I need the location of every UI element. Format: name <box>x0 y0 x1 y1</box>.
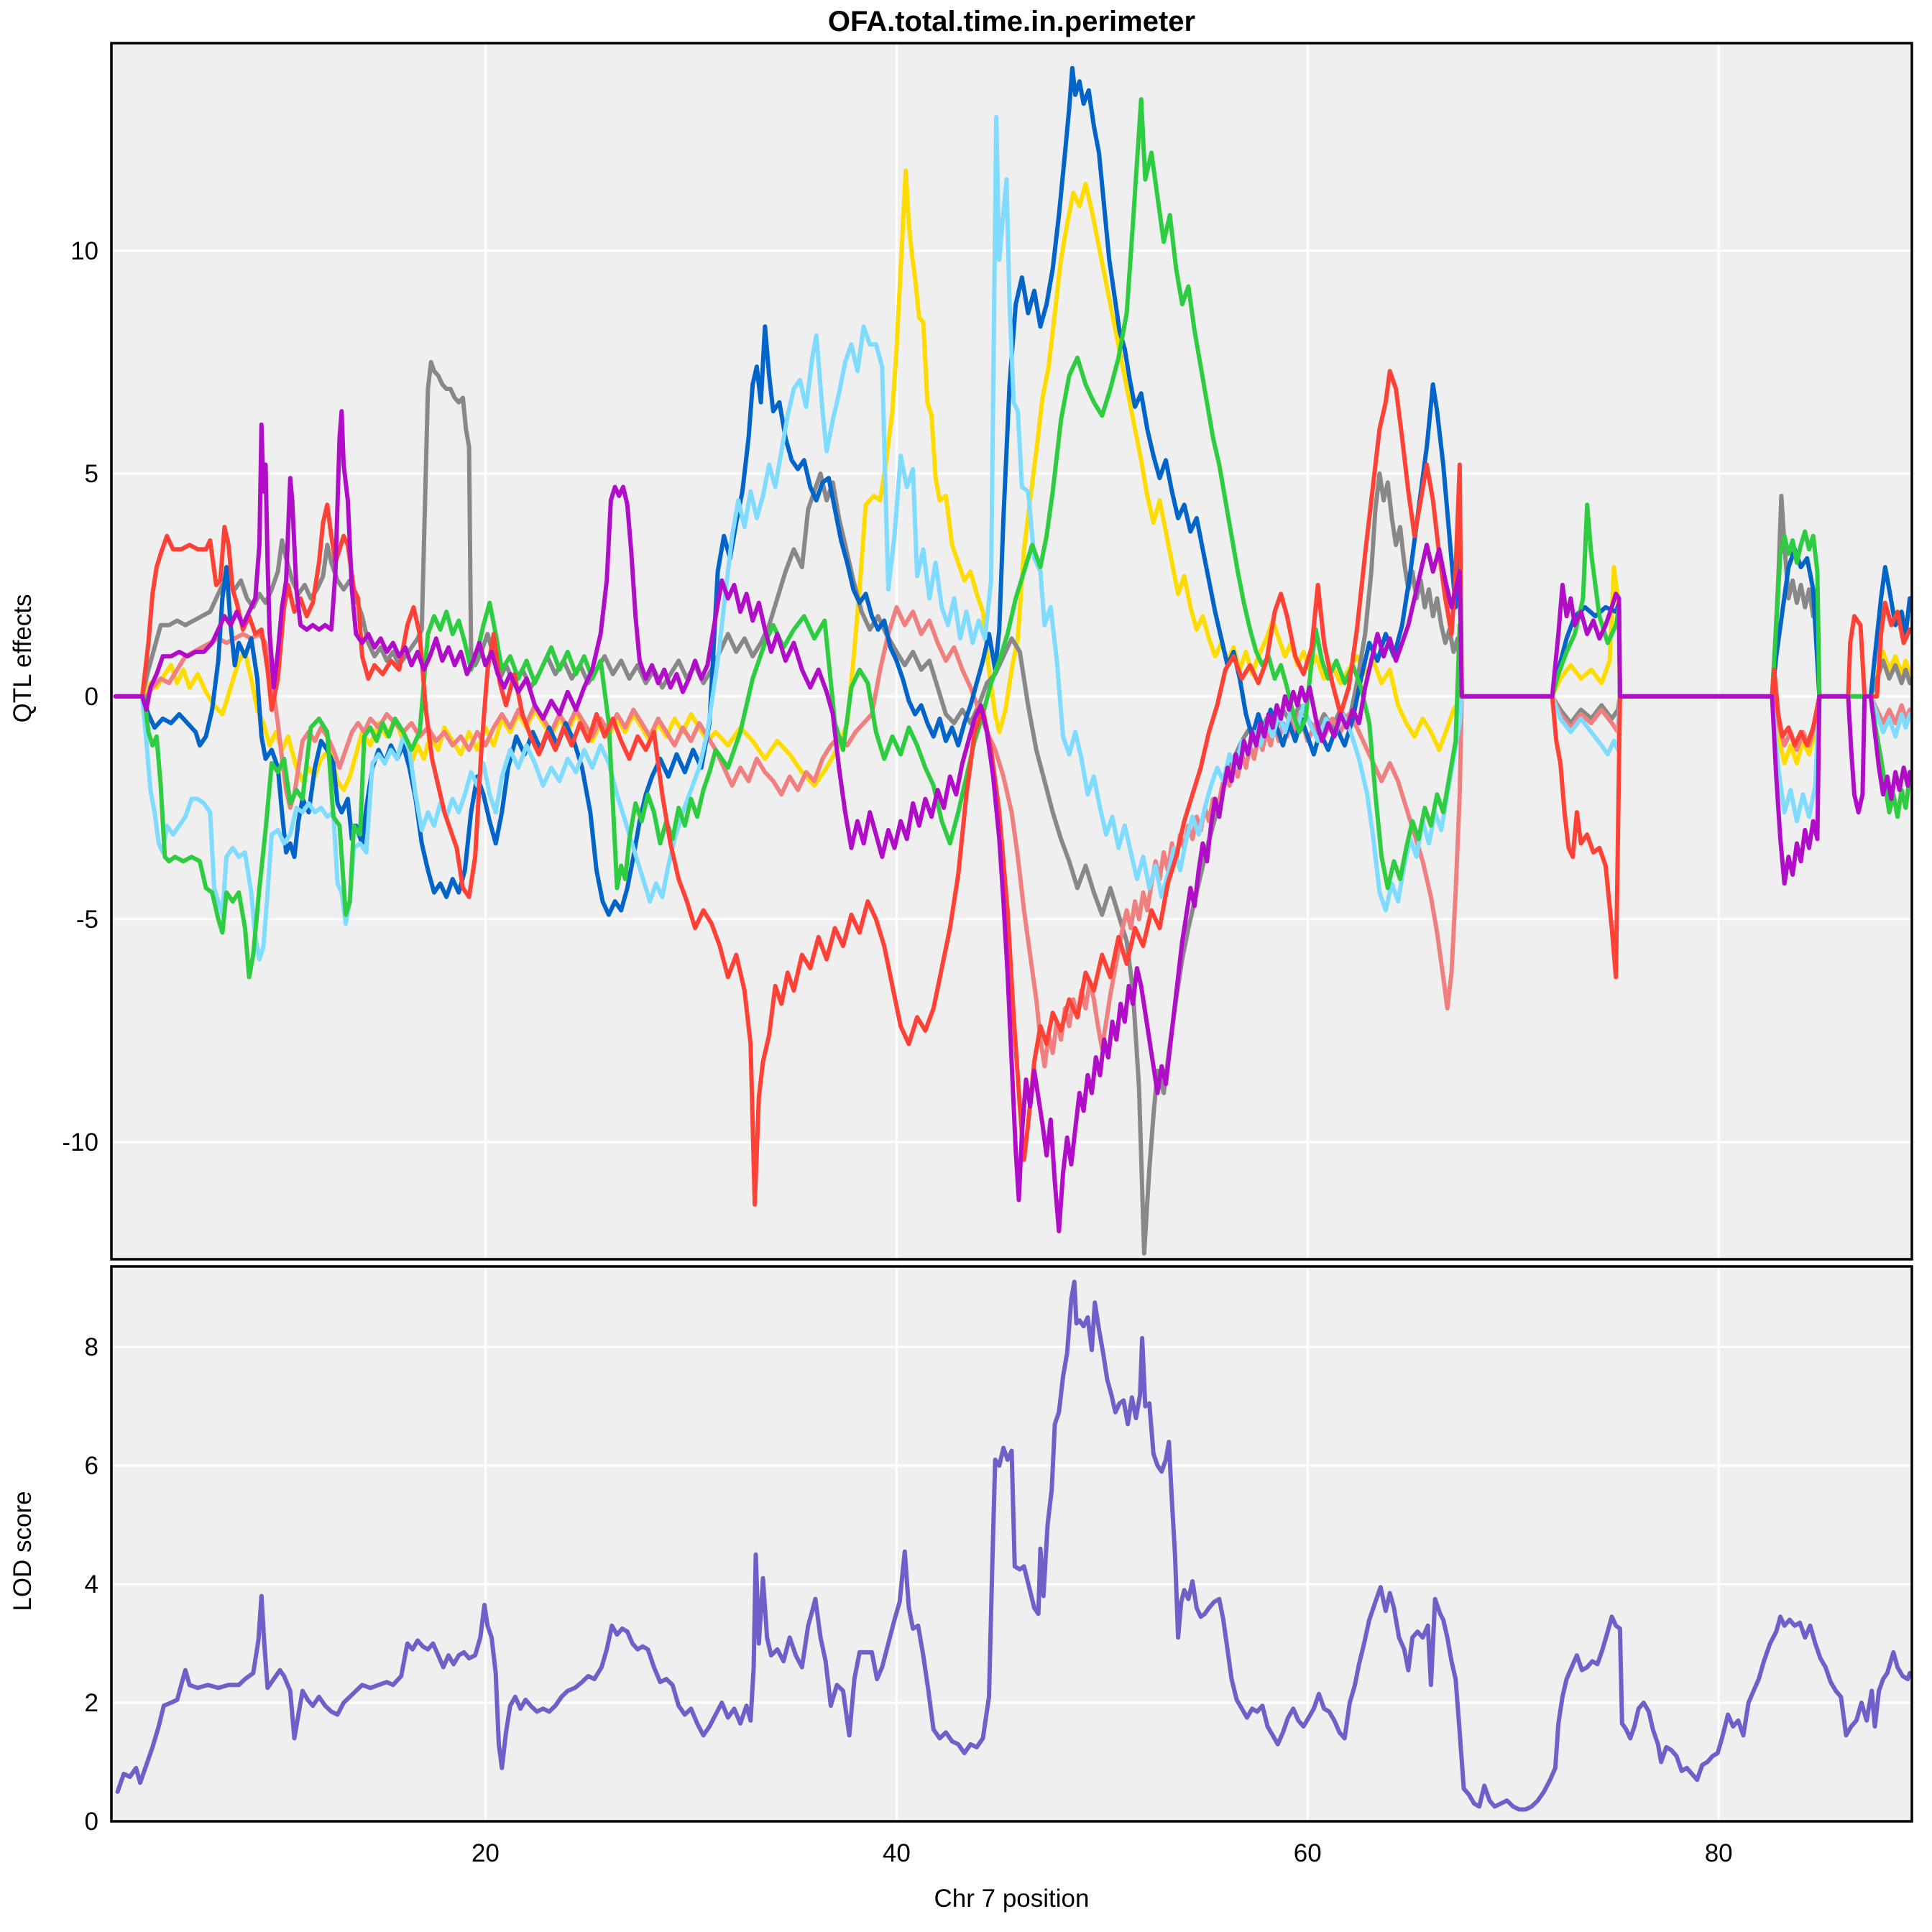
series-line-blue <box>113 65 1912 917</box>
x-tick-labels: 20 40 60 80 <box>472 1839 1733 1867</box>
y-tick-label: -5 <box>76 906 98 934</box>
y-tick-label: 0 <box>85 1808 98 1836</box>
series-lines <box>113 65 1912 1256</box>
series-line-lod <box>115 1279 1912 1812</box>
series-line-red <box>113 369 1912 1207</box>
y-axis-label-lod-score: LOD score <box>9 1491 37 1611</box>
y-tick-label: 2 <box>85 1689 98 1717</box>
y-tick-labels: -10 -5 0 5 10 <box>62 237 98 1156</box>
panel-border <box>110 1265 1913 1823</box>
series-line-purple <box>113 409 1912 1233</box>
panel-border <box>110 42 1913 1261</box>
x-tick-label: 60 <box>1294 1839 1322 1867</box>
y-tick-label: -10 <box>62 1128 98 1156</box>
x-tick-label: 20 <box>472 1839 500 1867</box>
series-line-gray <box>113 359 1912 1256</box>
y-axis-label-qtl-effects: QTL effects <box>9 594 37 723</box>
y-tick-label: 4 <box>85 1570 98 1598</box>
gridlines <box>111 43 1912 1259</box>
y-tick-label: 5 <box>85 460 98 488</box>
panel-background <box>111 1266 1912 1821</box>
y-tick-label: 0 <box>85 683 98 711</box>
series-line-green <box>113 97 1912 980</box>
lod-panel: 0 2 4 6 8 20 40 60 80 <box>85 1265 1913 1867</box>
y-tick-label: 6 <box>85 1452 98 1480</box>
y-tick-label: 10 <box>70 237 98 265</box>
y-tick-label: 8 <box>85 1333 98 1361</box>
series-lines <box>115 1279 1912 1812</box>
x-tick-label: 40 <box>883 1839 911 1867</box>
y-tick-labels: 0 2 4 6 8 <box>85 1333 98 1836</box>
chart-title: OFA.total.time.in.perimeter <box>827 6 1196 37</box>
qtl-effects-panel: -10 -5 0 5 10 <box>62 42 1913 1261</box>
x-tick-label: 80 <box>1705 1839 1733 1867</box>
x-axis-label: Chr 7 position <box>934 1885 1090 1913</box>
